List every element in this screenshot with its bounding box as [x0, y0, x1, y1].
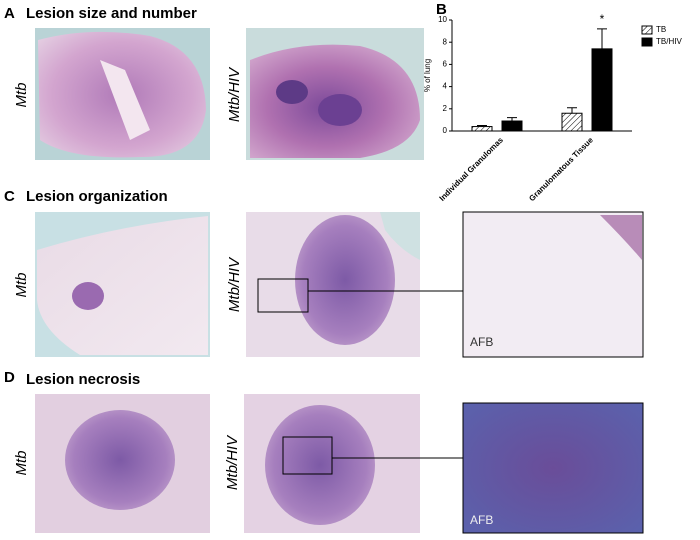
tissue: [37, 216, 208, 355]
y-axis-label: % of lung: [423, 59, 432, 92]
panel-title: Lesion size and number: [26, 5, 197, 22]
y-tick-label: 0: [443, 126, 448, 135]
row-label: Mtb/HIV: [224, 434, 241, 490]
lesion: [65, 410, 175, 510]
vessel: [100, 60, 150, 140]
zoom-box: [282, 436, 333, 475]
zoom-box: [257, 278, 309, 313]
row-label: Mtb/HIV: [226, 66, 243, 122]
significance: *: [600, 12, 605, 26]
lesion: [265, 405, 375, 525]
stain-label: AFB: [470, 513, 493, 527]
inset: [462, 402, 644, 534]
row-label: Mtb/HIV: [226, 256, 243, 312]
error-bar: [477, 124, 487, 127]
bar-chart: % of lung 0 2 4 6 8 10 Individual Granulomas Gra…: [423, 12, 682, 203]
bar: [561, 112, 583, 132]
panel-title: Lesion organization: [26, 188, 168, 205]
x-tick-label: Individual Granulomas: [438, 135, 506, 203]
y-tick-label: 8: [443, 37, 448, 46]
lesion: [295, 215, 395, 345]
row-label: Mtb: [13, 272, 30, 297]
y-tick-label: 6: [443, 60, 448, 69]
panel-letter: B: [436, 1, 447, 18]
legend-label: TB: [656, 25, 666, 34]
legend-swatch: [641, 37, 653, 47]
airspace: [380, 212, 420, 260]
lesion: [276, 80, 308, 104]
panel-letter: D: [4, 369, 15, 386]
bar: [501, 120, 523, 132]
lesion: [72, 282, 104, 310]
row-label: Mtb: [13, 450, 30, 475]
bar: [471, 126, 493, 132]
panel-letter: A: [4, 5, 15, 22]
legend-swatch: [641, 25, 653, 35]
x-tick-label: Granulomatous Tissue: [527, 135, 595, 203]
y-tick-label: 10: [438, 15, 447, 24]
bar: [591, 48, 613, 132]
cells: [600, 215, 642, 260]
y-tick-label: 4: [443, 82, 448, 91]
panel-title: Lesion necrosis: [26, 371, 140, 388]
error-bar: [507, 117, 517, 122]
row-label: Mtb: [13, 82, 30, 107]
panel-letter: C: [4, 188, 15, 205]
error-bar: [567, 107, 577, 114]
inset: [462, 211, 644, 358]
lesion: [318, 94, 362, 126]
y-tick-label: 2: [443, 104, 448, 113]
legend-label: TB/HIV: [656, 37, 682, 46]
stain-label: AFB: [470, 335, 493, 349]
error-bar: [597, 28, 607, 49]
